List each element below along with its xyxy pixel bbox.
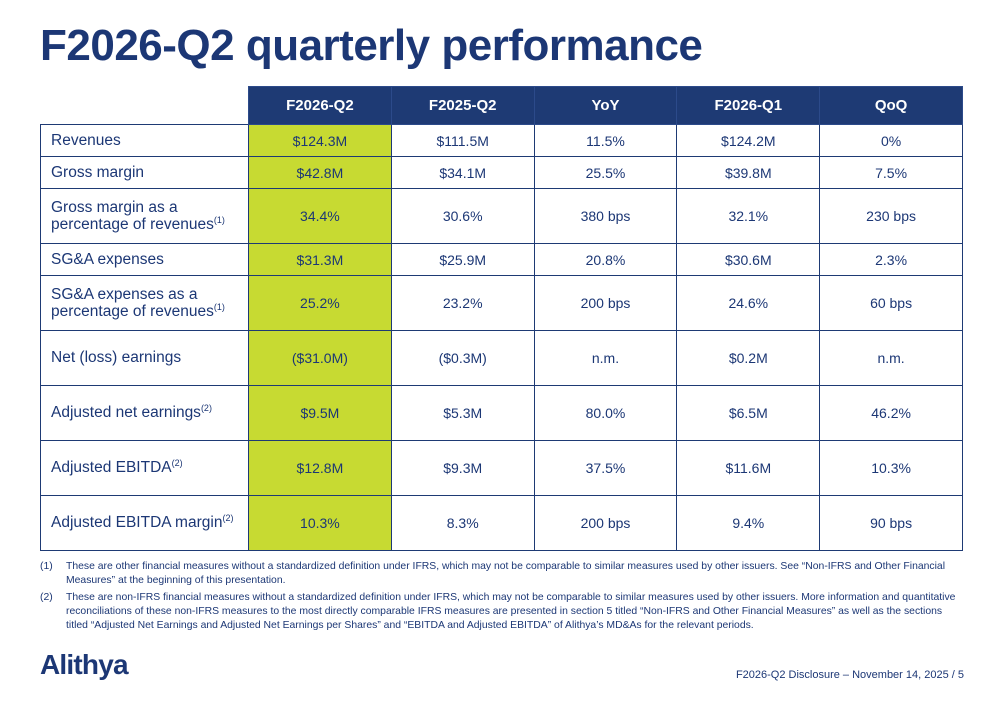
value-cell: $6.5M <box>676 385 821 442</box>
value-cell: ($0.3M) <box>390 330 535 387</box>
row-label: SG&A expenses <box>40 243 249 277</box>
row-label: Net (loss) earnings <box>40 330 249 387</box>
value-cell: n.m. <box>819 330 963 387</box>
value-cell: 34.4% <box>248 188 392 245</box>
row-label: SG&A expenses as a percentage of revenue… <box>40 275 249 332</box>
footnote-ref: (1) <box>213 302 225 313</box>
row-label: Adjusted EBITDA margin(2) <box>40 495 249 552</box>
value-cell: $124.3M <box>248 124 392 158</box>
table-row: Adjusted EBITDA margin(2) 10.3% 8.3% 200… <box>40 495 963 552</box>
page-title: F2026-Q2 quarterly performance <box>40 21 703 70</box>
table-row: Adjusted EBITDA(2) $12.8M $9.3M 37.5% $1… <box>40 440 963 497</box>
value-cell: n.m. <box>533 330 678 387</box>
value-cell: 10.3% <box>248 495 392 552</box>
column-header-yoy: YoY <box>533 86 678 126</box>
value-cell: 80.0% <box>533 385 678 442</box>
column-header-f2026-q2: F2026-Q2 <box>248 86 392 126</box>
value-cell: $34.1M <box>390 156 535 190</box>
table-row: SG&A expenses $31.3M $25.9M 20.8% $30.6M… <box>40 243 963 277</box>
value-cell: $42.8M <box>248 156 392 190</box>
column-header-f2026-q1: F2026-Q1 <box>676 86 821 126</box>
footnote-text: These are non-IFRS financial measures wi… <box>66 592 956 631</box>
value-cell: 25.2% <box>248 275 392 332</box>
table-row: Net (loss) earnings ($31.0M) ($0.3M) n.m… <box>40 330 963 387</box>
value-cell: 2.3% <box>819 243 963 277</box>
table-row: Gross margin as a percentage of revenues… <box>40 188 963 245</box>
footnote-marker: (1) <box>40 561 53 573</box>
value-cell: $9.3M <box>390 440 535 497</box>
value-cell: 9.4% <box>676 495 821 552</box>
table-row: Gross margin $42.8M $34.1M 25.5% $39.8M … <box>40 156 963 190</box>
footnote-text: These are other financial measures witho… <box>66 561 946 587</box>
value-cell: 37.5% <box>533 440 678 497</box>
performance-table: F2026-Q2 F2025-Q2 YoY F2026-Q1 QoQ Reven… <box>40 86 963 552</box>
footnote-ref: (2) <box>171 458 183 469</box>
column-header-qoq: QoQ <box>819 86 963 126</box>
value-cell: 90 bps <box>819 495 963 552</box>
row-label: Adjusted net earnings(2) <box>40 385 249 442</box>
value-cell: 11.5% <box>533 124 678 158</box>
value-cell: 32.1% <box>676 188 821 245</box>
value-cell: 200 bps <box>533 495 678 552</box>
table-row: Adjusted net earnings(2) $9.5M $5.3M 80.… <box>40 385 963 442</box>
table-row: Revenues $124.3M $111.5M 11.5% $124.2M 0… <box>40 124 963 158</box>
footnote-2: (2) These are non-IFRS financial measure… <box>40 591 962 632</box>
footnotes: (1) These are other financial measures w… <box>40 560 962 632</box>
corner-cell <box>40 86 249 125</box>
footnote-ref: (2) <box>222 513 234 524</box>
slide: F2026-Q2 quarterly performance F2026-Q2 … <box>0 21 1000 707</box>
value-cell: $124.2M <box>676 124 821 158</box>
value-cell: 25.5% <box>533 156 678 190</box>
column-header-f2025-q2: F2025-Q2 <box>390 86 535 126</box>
value-cell: $111.5M <box>390 124 535 158</box>
footnote-ref: (2) <box>200 403 212 414</box>
value-cell: 380 bps <box>533 188 678 245</box>
value-cell: $9.5M <box>248 385 392 442</box>
value-cell: 230 bps <box>819 188 963 245</box>
value-cell: 10.3% <box>819 440 963 497</box>
value-cell: 24.6% <box>676 275 821 332</box>
row-label: Gross margin <box>40 156 249 190</box>
slide-footer: Alithya F2026-Q2 Disclosure – November 1… <box>40 649 964 681</box>
footer-text: F2026-Q2 Disclosure – November 14, 2025 … <box>735 669 964 681</box>
value-cell: $30.6M <box>676 243 821 277</box>
value-cell: 0% <box>819 124 963 158</box>
alithya-logo: Alithya <box>40 649 129 680</box>
value-cell: $5.3M <box>390 385 535 442</box>
row-label: Gross margin as a percentage of revenues… <box>40 188 249 245</box>
value-cell: ($31.0M) <box>248 330 392 387</box>
value-cell: 20.8% <box>533 243 678 277</box>
row-label: Revenues <box>40 124 249 158</box>
value-cell: 23.2% <box>390 275 535 332</box>
value-cell: $39.8M <box>676 156 821 190</box>
value-cell: $0.2M <box>676 330 821 387</box>
value-cell: 200 bps <box>533 275 678 332</box>
value-cell: $25.9M <box>390 243 535 277</box>
value-cell: 60 bps <box>819 275 963 332</box>
table-header-row: F2026-Q2 F2025-Q2 YoY F2026-Q1 QoQ <box>40 86 963 126</box>
row-label: Adjusted EBITDA(2) <box>40 440 249 497</box>
footnote-ref: (1) <box>213 215 225 226</box>
value-cell: $11.6M <box>676 440 821 497</box>
value-cell: $12.8M <box>248 440 392 497</box>
value-cell: 8.3% <box>390 495 535 552</box>
footnote-1: (1) These are other financial measures w… <box>40 560 962 588</box>
value-cell: 7.5% <box>819 156 963 190</box>
value-cell: $31.3M <box>248 243 392 277</box>
value-cell: 46.2% <box>819 385 963 442</box>
table-row: SG&A expenses as a percentage of revenue… <box>40 275 963 332</box>
value-cell: 30.6% <box>390 188 535 245</box>
footnote-marker: (2) <box>40 592 53 604</box>
